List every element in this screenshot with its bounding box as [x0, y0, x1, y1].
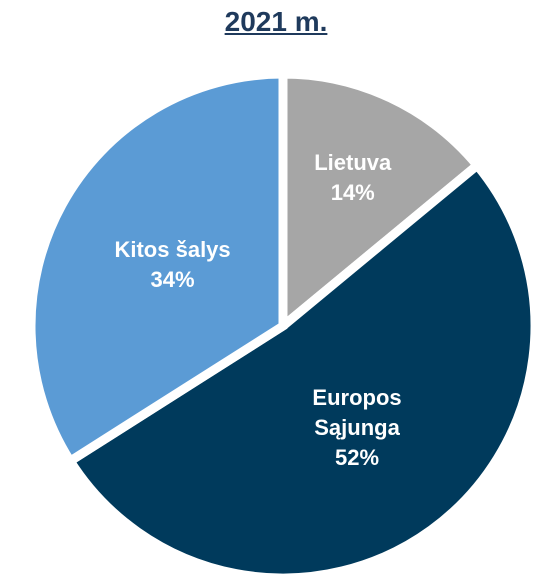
slice-label: Kitos šalys 34%	[98, 235, 248, 295]
category-label: Lietuva	[314, 149, 392, 175]
slice-label: Europos Sąjunga 52%	[282, 383, 432, 473]
value-label: 52%	[335, 444, 380, 470]
chart-title: 2021 m.	[224, 6, 328, 37]
pie-slice	[26, 69, 288, 468]
value-label: 34%	[150, 267, 195, 293]
value-label: 14%	[330, 179, 375, 205]
pie-slice	[64, 159, 540, 580]
pie-slice	[278, 69, 484, 336]
category-label: Kitos šalys	[114, 237, 231, 263]
category-label: Europos Sąjunga	[312, 384, 402, 440]
slice-label: Lietuva 14%	[278, 148, 428, 208]
